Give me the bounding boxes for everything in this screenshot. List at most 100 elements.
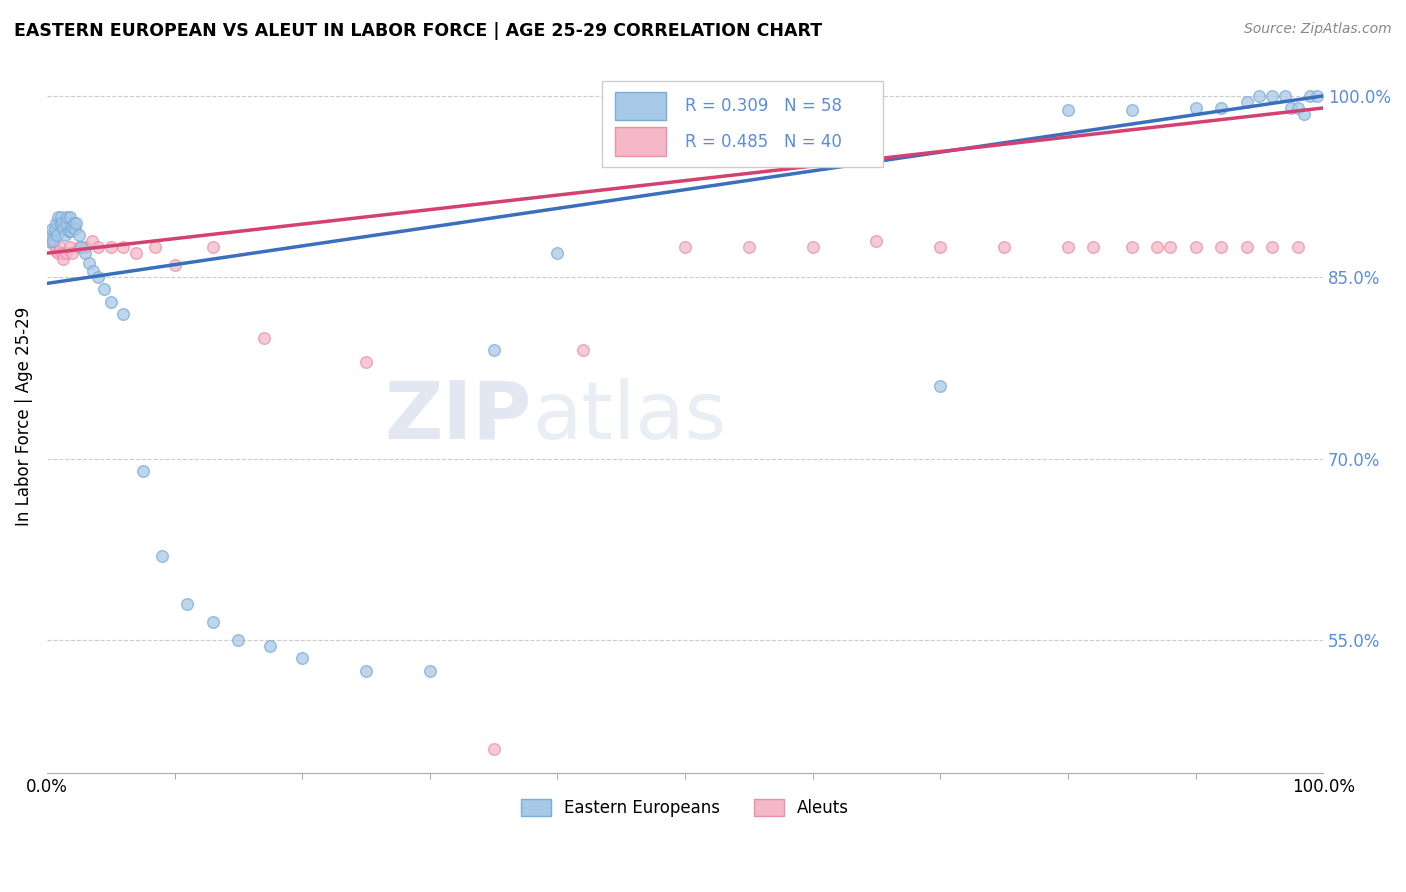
Point (1146, 240, 1168, 254)
Point (253, 331, 276, 345)
Text: R = 0.485   N = 40: R = 0.485 N = 40 (685, 133, 842, 151)
Point (100, 240, 122, 254)
Y-axis label: In Labor Force | Age 25-29: In Labor Force | Age 25-29 (15, 307, 32, 526)
Point (38, 234, 60, 248)
Point (62, 246, 84, 260)
Point (55, 246, 77, 260)
Point (1261, 240, 1284, 254)
Point (93, 283, 115, 297)
Point (62, 216, 84, 230)
Point (201, 615, 224, 630)
Point (419, 664, 441, 678)
Point (1057, 103, 1080, 118)
Point (55, 216, 77, 230)
Point (993, 240, 1015, 254)
Point (929, 240, 952, 254)
Point (1306, 89, 1329, 103)
Point (163, 258, 186, 272)
Point (1236, 95, 1258, 109)
Point (56, 210, 79, 224)
Point (41, 222, 63, 236)
Point (112, 307, 135, 321)
Point (738, 240, 761, 254)
Point (63, 222, 86, 236)
Point (929, 379, 952, 393)
Point (1057, 240, 1080, 254)
Point (1209, 101, 1232, 115)
Point (51, 216, 73, 230)
Point (1286, 240, 1309, 254)
Text: ZIP: ZIP (385, 377, 531, 456)
Point (48, 240, 70, 254)
Point (112, 240, 135, 254)
Point (39, 232, 62, 246)
Point (42, 234, 65, 248)
Point (65, 216, 87, 230)
Point (1209, 240, 1232, 254)
Point (228, 633, 250, 648)
Point (291, 651, 314, 665)
Point (60, 224, 83, 238)
Legend: Eastern Europeans, Aleuts: Eastern Europeans, Aleuts (513, 791, 858, 826)
Point (201, 240, 224, 254)
Point (46, 227, 69, 242)
Text: EASTERN EUROPEAN VS ALEUT IN LABOR FORCE | AGE 25-29 CORRELATION CHART: EASTERN EUROPEAN VS ALEUT IN LABOR FORCE… (14, 22, 823, 40)
Point (67, 227, 90, 242)
Bar (614, 92, 666, 120)
Point (75, 240, 97, 254)
Point (59, 240, 82, 254)
Point (354, 664, 377, 678)
Point (1286, 101, 1309, 115)
Point (673, 137, 696, 152)
Point (1236, 240, 1258, 254)
Point (67, 240, 90, 254)
Point (1184, 101, 1206, 115)
Point (1299, 89, 1322, 103)
Bar (614, 128, 666, 156)
Point (48, 210, 70, 224)
Point (572, 343, 595, 357)
Point (1292, 107, 1315, 121)
Point (1279, 101, 1302, 115)
Point (145, 240, 167, 254)
Point (62, 219, 84, 234)
Point (1083, 240, 1105, 254)
Point (801, 240, 824, 254)
Point (482, 343, 505, 357)
Point (1274, 89, 1296, 103)
Point (77, 256, 100, 270)
Point (70, 240, 93, 254)
Point (87, 270, 110, 285)
Point (354, 355, 377, 369)
Point (801, 119, 824, 133)
Point (51, 246, 73, 260)
Point (45, 216, 67, 230)
FancyBboxPatch shape (602, 81, 883, 167)
Text: R = 0.309   N = 58: R = 0.309 N = 58 (685, 97, 842, 115)
Point (482, 742, 505, 756)
Point (176, 597, 198, 611)
Point (125, 246, 148, 260)
Point (44, 222, 66, 236)
Point (1121, 240, 1143, 254)
Point (1159, 240, 1181, 254)
Point (49, 210, 72, 224)
Text: Source: ZipAtlas.com: Source: ZipAtlas.com (1244, 22, 1392, 37)
Point (87, 240, 110, 254)
Point (1261, 89, 1284, 103)
Point (1121, 103, 1143, 118)
Point (546, 246, 568, 260)
Point (45, 244, 67, 258)
Point (150, 549, 173, 563)
Point (1249, 89, 1271, 103)
Point (48, 246, 70, 260)
Point (1184, 240, 1206, 254)
Point (75, 246, 97, 260)
Point (82, 264, 104, 278)
Point (865, 234, 887, 248)
Point (131, 464, 153, 478)
Point (39, 227, 62, 242)
Point (48, 216, 70, 230)
Point (58, 224, 80, 238)
Point (52, 252, 75, 267)
